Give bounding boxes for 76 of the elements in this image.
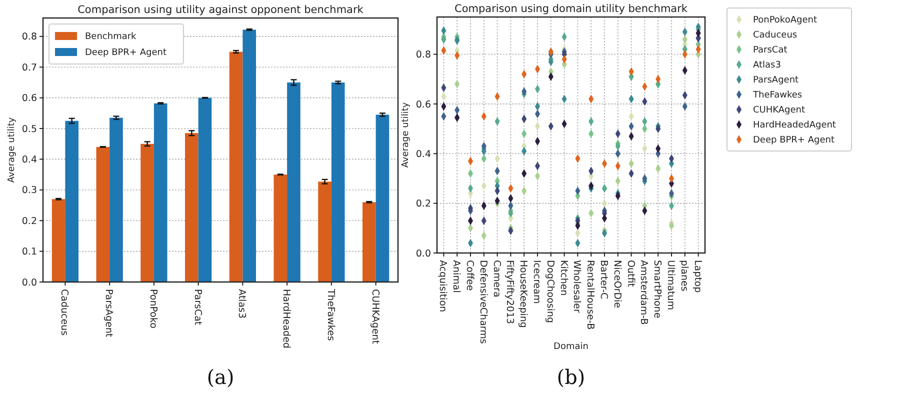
bar: [65, 120, 78, 282]
x-tick-label: RentalHouse-B: [584, 260, 596, 330]
x-tick-label: Animal: [450, 260, 462, 293]
y-tick-label: 0.8: [416, 50, 431, 61]
bar: [318, 182, 332, 282]
y-tick-label: 0.6: [22, 93, 37, 104]
y-tick-label: 0.4: [416, 148, 431, 160]
x-tick-label: FiftyFifty2013: [504, 260, 516, 324]
bar: [242, 30, 256, 282]
legend-label: Deep BPR+ Agent: [85, 48, 167, 58]
bar: [140, 144, 154, 282]
bar: [96, 146, 110, 282]
x-tick-label: Camera: [490, 260, 502, 298]
bar: [229, 52, 243, 282]
x-tick-label: PonPoko: [147, 289, 158, 329]
x-tick-label: Atlas3: [236, 289, 248, 319]
x-tick-label: ParsAgent: [103, 289, 114, 338]
x-tick-label: CUHKAgent: [369, 289, 380, 344]
x-tick-label: Ultimatum: [665, 260, 676, 310]
x-tick-label: NiceOrDie: [611, 260, 622, 308]
x-tick-label: Outfit: [624, 260, 636, 288]
legend-label: HardHeadedAgent: [753, 120, 836, 131]
x-tick-label: Amsterdam-B: [638, 260, 650, 325]
y-axis-title: Average utility: [401, 102, 411, 168]
chart-title: Comparison using utility against opponent benchmark: [78, 4, 364, 16]
bar: [274, 174, 288, 282]
bar: [287, 82, 300, 282]
y-tick-label: 0.5: [22, 124, 37, 135]
legend-label: ParsAgent: [753, 76, 800, 86]
y-tick-label: 0.6: [416, 99, 431, 110]
x-tick-label: Coffee: [464, 260, 475, 291]
x-tick-label: planes: [678, 260, 690, 292]
bar: [362, 202, 376, 282]
legend-label: PonPokoAgent: [753, 16, 818, 26]
bar: [154, 103, 168, 282]
x-tick-label: DefensiveCharms: [477, 260, 488, 344]
legend-label: TheFawkes: [752, 90, 802, 101]
y-tick-label: 0.0: [416, 248, 431, 260]
y-tick-label: 0.7: [22, 62, 37, 74]
x-tick-label: SmartPhone: [652, 260, 663, 318]
y-axis-title: Average utility: [7, 116, 17, 183]
x-tick-label: HardHeaded: [280, 289, 292, 348]
y-tick-label: 0.8: [22, 32, 37, 43]
x-tick-label: Acquisition: [437, 260, 448, 312]
bar: [185, 133, 198, 282]
bar: [331, 82, 345, 282]
y-tick-label: 0.2: [416, 198, 431, 210]
y-tick-label: 0.2: [22, 216, 37, 227]
x-tick-label: TheFawkes: [324, 288, 336, 341]
x-tick-label: HouseKeeping: [518, 260, 529, 328]
y-tick-label: 0.1: [22, 246, 37, 258]
bar: [110, 118, 123, 282]
x-tick-label: Barter-C: [598, 260, 609, 300]
y-tick-label: 0.3: [22, 185, 37, 196]
text: (b): [556, 365, 586, 389]
bar: [198, 98, 212, 282]
chart-title: Comparison using domain utility benchmark: [454, 3, 688, 15]
bar: [376, 114, 390, 282]
x-tick-label: DogChoosing: [544, 260, 556, 324]
legend-label: Deep BPR+ Agent: [753, 136, 835, 146]
legend-label: Caduceus: [753, 30, 798, 41]
legend-label: ParsCat: [753, 46, 788, 56]
x-tick-label: Kitchen: [558, 260, 569, 296]
legend-label: CUHKAgent: [753, 106, 806, 116]
y-tick-label: 0.0: [22, 277, 37, 288]
legend-label: Atlas3: [753, 60, 781, 71]
x-axis-title: Domain: [554, 342, 588, 352]
bar: [52, 199, 66, 282]
text: (a): [206, 365, 234, 389]
x-tick-label: Icecream: [531, 260, 542, 304]
x-tick-label: Laptop: [692, 260, 703, 293]
x-tick-label: Wholesaler: [571, 260, 582, 313]
legend-label: Benchmark: [85, 32, 138, 42]
x-tick-label: Caduceus: [58, 289, 70, 336]
x-tick-label: ParsCat: [192, 289, 203, 326]
y-tick-label: 0.4: [22, 154, 37, 166]
